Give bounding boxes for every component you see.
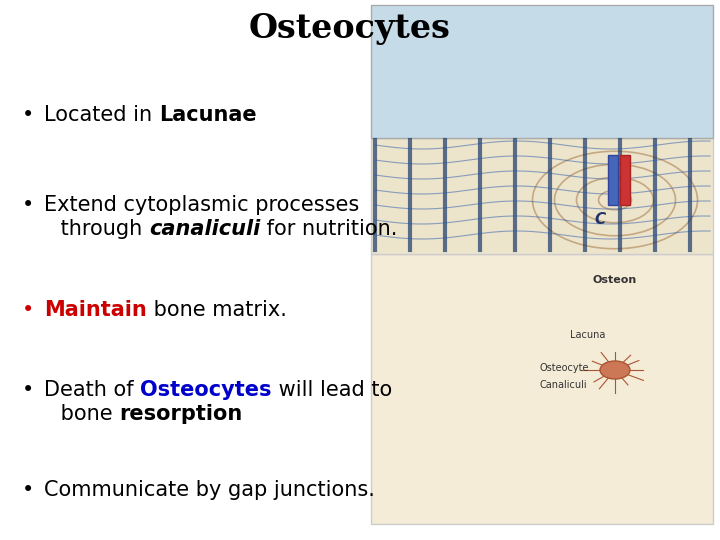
Text: bone: bone (54, 404, 120, 424)
Text: Located in: Located in (44, 105, 158, 125)
Text: Lacunae: Lacunae (158, 105, 256, 125)
Text: Osteocytes: Osteocytes (249, 12, 451, 45)
Text: bone matrix.: bone matrix. (147, 300, 287, 320)
Bar (608, 155, 618, 205)
Text: Lacuna: Lacuna (570, 330, 606, 340)
Text: C: C (595, 213, 606, 227)
Bar (371, 138, 713, 254)
Text: Communicate by gap junctions.: Communicate by gap junctions. (44, 480, 375, 500)
Text: Osteocytes: Osteocytes (140, 380, 271, 400)
Text: •: • (22, 195, 35, 215)
Text: •: • (22, 380, 35, 400)
Text: Osteon: Osteon (593, 275, 637, 285)
Text: •: • (22, 480, 35, 500)
Text: Extend cytoplasmic processes: Extend cytoplasmic processes (44, 195, 359, 215)
Bar (371, 5, 713, 138)
Text: will lead to: will lead to (271, 380, 392, 400)
Text: for nutrition.: for nutrition. (260, 219, 397, 239)
Text: resorption: resorption (120, 404, 243, 424)
Text: Maintain: Maintain (44, 300, 147, 320)
Text: •: • (22, 300, 35, 320)
Text: Osteocyte: Osteocyte (540, 363, 590, 373)
Text: canaliculi: canaliculi (149, 219, 260, 239)
Bar (620, 155, 630, 205)
Text: through: through (54, 219, 149, 239)
Text: Death of: Death of (44, 380, 140, 400)
Text: •: • (22, 105, 35, 125)
Ellipse shape (600, 361, 630, 379)
Text: Canaliculi: Canaliculi (540, 380, 588, 390)
Bar (371, 254, 713, 524)
